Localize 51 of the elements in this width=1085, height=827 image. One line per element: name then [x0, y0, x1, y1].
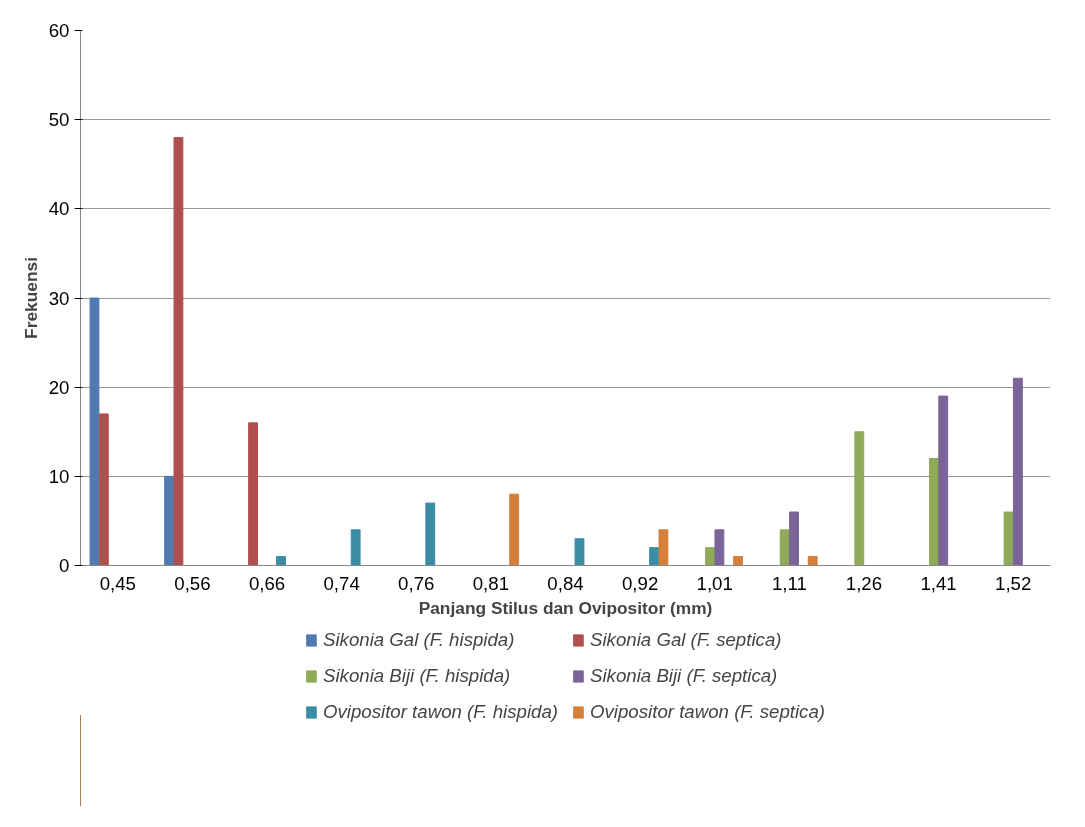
x-tick-label: 1,26 — [845, 572, 883, 594]
bar — [733, 556, 743, 566]
bar — [173, 137, 184, 566]
x-tick-label: 0,76 — [398, 572, 435, 594]
bar — [789, 511, 799, 566]
y-tick-label: 0 — [59, 555, 70, 576]
x-tick-label: 1,52 — [995, 572, 1032, 594]
x-axis-title: Panjang Stilus dan Ovipositor (mm) — [418, 597, 713, 618]
legend-label: Sikonia Gal (F. septica) — [590, 629, 782, 651]
legend-label: Ovipositor tawon (F. septica) — [590, 701, 826, 723]
bar — [807, 556, 818, 566]
x-tick-label: 0,84 — [547, 572, 584, 594]
bar — [89, 297, 100, 566]
y-tick-label: 20 — [48, 376, 70, 398]
y-tick-label: 50 — [48, 109, 70, 131]
x-tick-label: 0,66 — [248, 572, 286, 594]
bar — [98, 413, 109, 566]
y-axis-title: Frekuensi — [20, 257, 41, 339]
y-tick-label: 30 — [48, 287, 70, 309]
legend-label: Sikonia Biji (F. septica) — [590, 665, 778, 687]
bar — [854, 431, 865, 566]
y-tick-label: 60 — [48, 20, 70, 41]
bar — [658, 529, 669, 566]
bar — [425, 502, 436, 566]
x-tick-label: 1,11 — [771, 572, 807, 594]
x-tick-label: 0,56 — [174, 572, 211, 594]
legend-label: Sikonia Biji (F. hispida) — [322, 665, 511, 687]
bar — [714, 529, 725, 566]
x-tick-label: 1,01 — [696, 572, 733, 594]
x-tick-label: 0,92 — [621, 572, 659, 594]
x-tick-label: 0,74 — [323, 572, 360, 594]
bar — [248, 422, 258, 566]
x-tick-label: 1,41 — [920, 572, 957, 594]
bar — [1012, 377, 1023, 566]
bar — [1003, 511, 1014, 566]
bar — [779, 529, 790, 566]
bar — [928, 458, 939, 566]
bar — [705, 547, 715, 566]
bar — [509, 493, 520, 566]
bar — [574, 538, 585, 566]
y-tick-label: 10 — [48, 465, 70, 487]
x-tick-label: 0,81 — [472, 572, 510, 594]
y-tick-label: 40 — [48, 198, 70, 220]
legend-label: Sikonia Gal (F. hispida) — [322, 629, 515, 651]
bar — [350, 529, 361, 566]
legend-label: Ovipositor tawon (F. hispida) — [322, 701, 559, 723]
bar — [164, 475, 175, 566]
x-tick-label: 0,45 — [99, 572, 136, 594]
bar — [938, 395, 949, 566]
bar — [276, 556, 286, 566]
bar — [649, 547, 660, 566]
